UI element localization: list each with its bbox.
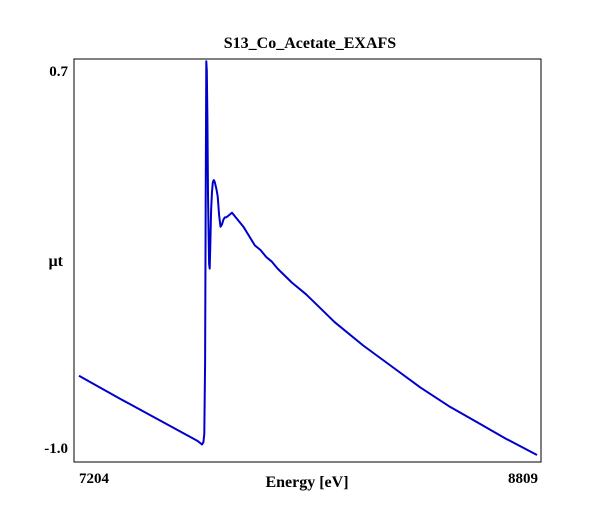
plot-frame [73,58,542,463]
y-axis-label: µt [48,253,63,270]
x-tick-label-left: 7204 [79,471,110,487]
x-tick-label-right: 8809 [508,471,538,487]
x-axis-label: Energy [eV] [265,474,348,491]
chart-title: S13_Co_Acetate_EXAFS [224,35,397,52]
series-group [78,60,538,456]
y-tick-label-bottom: -1.0 [44,441,68,457]
series-line-0 [78,60,538,456]
y-tick-label-top: 0.7 [49,64,68,80]
